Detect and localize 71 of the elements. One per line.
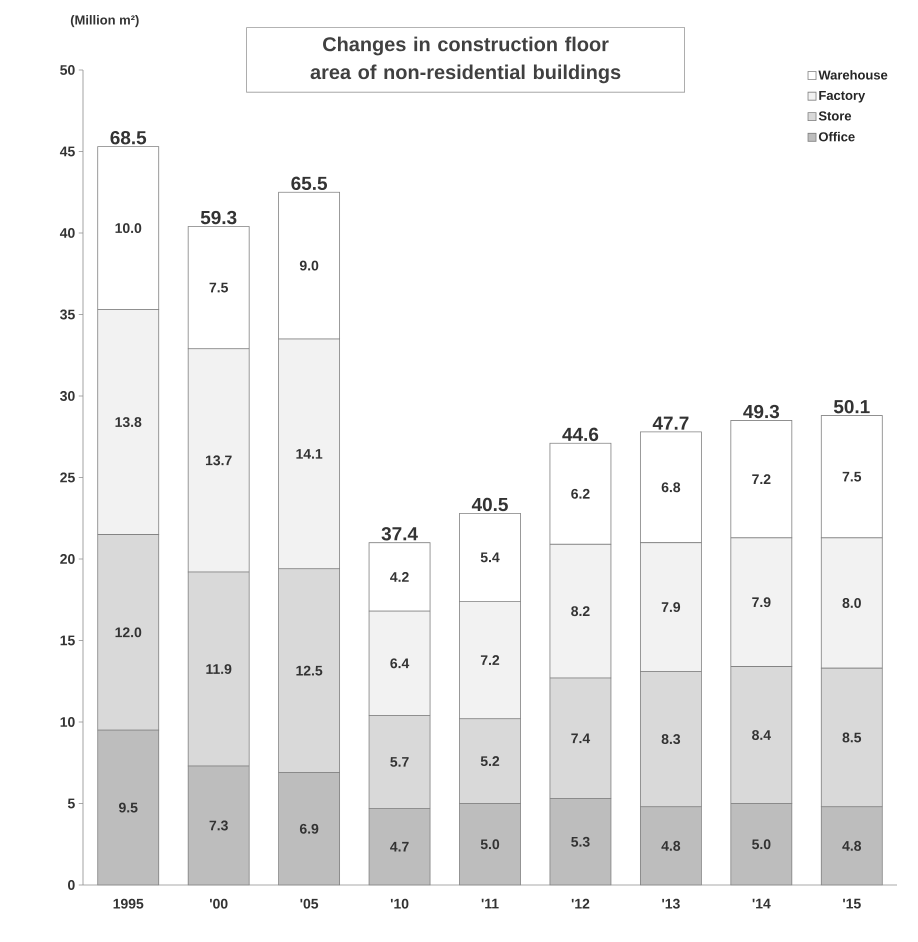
x-tick-label: 1995 (114, 898, 144, 909)
data-label: 12.5 (296, 666, 322, 676)
data-label: 4.7 (390, 842, 409, 852)
data-label: 9.5 (119, 802, 138, 813)
data-label: 8.5 (842, 732, 862, 742)
data-label: 5.3 (571, 836, 590, 847)
data-label: 5.0 (480, 839, 500, 850)
x-tick-label: '12 (572, 898, 590, 909)
y-tick-label: 20 (60, 554, 75, 564)
y-tick-label: 40 (60, 228, 75, 238)
data-label: 7.5 (210, 282, 228, 292)
data-label: 7.9 (662, 602, 680, 612)
annotation: 68.5 (110, 131, 146, 144)
annotation: 49.3 (743, 404, 780, 418)
data-label: 6.2 (571, 488, 590, 499)
data-label: 7.4 (571, 734, 590, 744)
data-label: 7.2 (752, 474, 770, 484)
data-label: 4.8 (842, 840, 862, 851)
data-label: 13.7 (206, 455, 232, 466)
y-tick-label: 5 (68, 798, 75, 808)
data-label: 5.4 (480, 552, 500, 562)
x-tick-label: '00 (210, 898, 228, 909)
y-tick-label: 35 (60, 310, 75, 320)
data-label: 8.0 (842, 598, 861, 608)
data-label: 10.0 (116, 223, 142, 234)
y-tick-label: 50 (60, 65, 75, 75)
annotation: 40.5 (472, 498, 508, 512)
data-label: 6.8 (662, 482, 680, 492)
annotation: 59.3 (200, 210, 236, 224)
data-label: 8.2 (571, 606, 590, 616)
data-label: 8.3 (662, 734, 680, 744)
y-tick-label: 45 (60, 146, 75, 156)
y-tick-label: 10 (60, 717, 75, 727)
data-label: 14.1 (296, 449, 322, 459)
annotation: 44.6 (562, 428, 598, 442)
x-tick-label: '13 (662, 898, 680, 909)
y-axis-title: (Million m²) (70, 15, 139, 28)
y-tick-label: 0 (68, 880, 75, 890)
data-label: 11.9 (206, 664, 232, 674)
x-tick-label: '10 (390, 898, 408, 909)
data-label: 7.9 (752, 597, 771, 608)
y-tick-label: 30 (60, 391, 75, 401)
legend-label: Office (818, 132, 855, 142)
x-tick-label: '14 (752, 898, 771, 908)
x-tick-label: '05 (300, 898, 318, 909)
data-label: 9.0 (300, 260, 318, 271)
data-label: 7.2 (480, 655, 500, 665)
chart-title: Changes in construction floor area of non-residential buildings (310, 36, 620, 84)
data-label: 5.7 (390, 757, 409, 767)
data-label: 8.4 (752, 730, 771, 740)
data-label: 12.0 (116, 627, 142, 638)
annotation: 37.4 (382, 527, 418, 541)
data-label: 4.2 (390, 572, 409, 582)
data-label: 5.2 (480, 756, 500, 766)
annotation: 65.5 (291, 176, 327, 190)
x-tick-label: '11 (482, 898, 499, 908)
legend-label: Factory (819, 90, 866, 103)
data-label: 7.3 (210, 820, 228, 830)
legend-label: Warehouse (818, 70, 888, 80)
y-tick-label: 15 (60, 636, 75, 646)
x-tick-label: '15 (843, 898, 861, 909)
data-label: 6.4 (390, 658, 410, 668)
annotation: 50.1 (834, 400, 870, 414)
legend-label: Store (818, 111, 852, 121)
data-label: 7.5 (842, 472, 862, 482)
data-label: 5.0 (752, 839, 770, 850)
y-tick-label: 25 (60, 472, 75, 482)
data-label: 4.8 (661, 840, 680, 851)
data-label: 6.9 (300, 824, 318, 834)
data-label: 13.8 (116, 417, 142, 428)
annotation: 47.7 (652, 416, 688, 430)
